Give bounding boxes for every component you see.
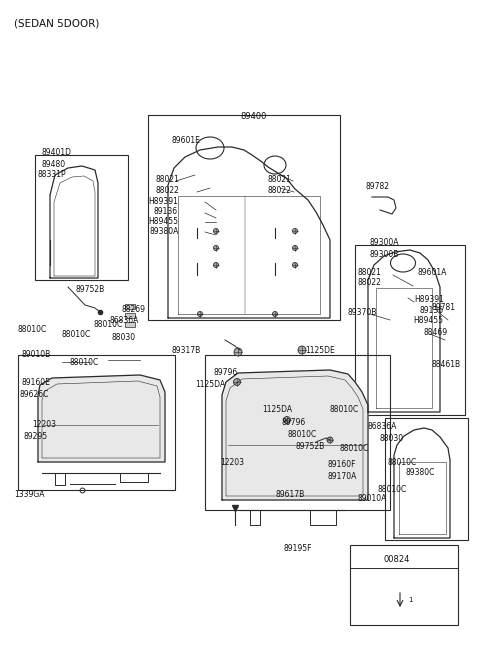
- Circle shape: [233, 379, 240, 386]
- Text: 89380A: 89380A: [150, 227, 180, 236]
- Text: 89400: 89400: [240, 112, 266, 121]
- Bar: [385, 418, 468, 540]
- Text: 88469: 88469: [424, 328, 448, 337]
- Text: 88010C: 88010C: [387, 458, 416, 467]
- Text: 88461B: 88461B: [432, 360, 461, 369]
- Text: 88269: 88269: [122, 305, 146, 314]
- Text: 89617B: 89617B: [276, 490, 305, 499]
- Text: 89160F: 89160F: [328, 460, 357, 469]
- Text: 89010B: 89010B: [22, 350, 51, 359]
- Circle shape: [292, 228, 298, 234]
- Circle shape: [292, 262, 298, 268]
- Text: 00824: 00824: [384, 555, 410, 564]
- Bar: [148, 115, 340, 320]
- Text: 86836A: 86836A: [367, 422, 396, 431]
- Text: 88022: 88022: [358, 278, 382, 287]
- Text: 88021: 88021: [155, 175, 179, 184]
- Circle shape: [298, 346, 306, 354]
- Circle shape: [234, 348, 242, 356]
- Bar: [205, 355, 390, 510]
- Text: 1125DA: 1125DA: [262, 405, 292, 414]
- Text: 88030: 88030: [112, 333, 136, 342]
- Text: 89796: 89796: [282, 418, 306, 427]
- Text: 88010C: 88010C: [18, 325, 47, 334]
- Text: 88010C: 88010C: [378, 485, 407, 494]
- Circle shape: [214, 262, 218, 268]
- Bar: [125, 321, 135, 327]
- Text: 88010C: 88010C: [62, 330, 91, 339]
- Text: 88022: 88022: [155, 186, 179, 195]
- Text: 89380C: 89380C: [406, 468, 435, 477]
- Text: 1339GA: 1339GA: [14, 490, 45, 499]
- Text: H89455: H89455: [413, 316, 443, 325]
- Circle shape: [214, 228, 218, 234]
- Circle shape: [273, 312, 277, 316]
- Bar: [125, 312, 135, 318]
- Text: 1125DA: 1125DA: [195, 380, 225, 389]
- Text: 89480: 89480: [42, 160, 66, 169]
- Circle shape: [197, 312, 203, 316]
- Text: (SEDAN 5DOOR): (SEDAN 5DOOR): [14, 18, 99, 28]
- Bar: [350, 545, 458, 625]
- Text: 1: 1: [408, 597, 412, 603]
- Text: 89370B: 89370B: [348, 308, 377, 317]
- Text: 88030: 88030: [380, 434, 404, 443]
- Text: 89170A: 89170A: [328, 472, 358, 481]
- Bar: [125, 304, 135, 308]
- Circle shape: [327, 437, 333, 443]
- Text: 89796: 89796: [214, 368, 238, 377]
- Text: 89781: 89781: [432, 303, 456, 312]
- Circle shape: [284, 417, 290, 424]
- Text: 89317B: 89317B: [172, 346, 201, 355]
- Text: 12203: 12203: [220, 458, 244, 467]
- Text: 89195F: 89195F: [283, 544, 312, 553]
- Text: 89626C: 89626C: [20, 390, 49, 399]
- Circle shape: [214, 245, 218, 251]
- Text: 89300A: 89300A: [370, 238, 399, 247]
- Text: 88010C: 88010C: [94, 320, 123, 329]
- Text: 88331P: 88331P: [38, 170, 67, 179]
- Text: 89136: 89136: [154, 207, 178, 216]
- Text: 89752B: 89752B: [75, 285, 104, 294]
- Text: 89601E: 89601E: [172, 136, 201, 145]
- Bar: [18, 355, 175, 490]
- Text: 88010C: 88010C: [330, 405, 359, 414]
- Text: 89136: 89136: [420, 306, 444, 315]
- Text: 88010C: 88010C: [288, 430, 317, 439]
- Bar: [355, 245, 465, 415]
- Text: 88021: 88021: [358, 268, 382, 277]
- Text: 12203: 12203: [32, 420, 56, 429]
- Text: 1125DE: 1125DE: [305, 346, 335, 355]
- Text: 88010C: 88010C: [340, 444, 369, 453]
- Circle shape: [292, 245, 298, 251]
- Text: H89455: H89455: [148, 217, 178, 226]
- Text: 89160E: 89160E: [22, 378, 51, 387]
- Text: 89401D: 89401D: [42, 148, 72, 157]
- Text: 89601A: 89601A: [418, 268, 447, 277]
- Text: 89295: 89295: [24, 432, 48, 441]
- Text: 89010A: 89010A: [358, 494, 387, 503]
- Text: 89782: 89782: [365, 182, 389, 191]
- Text: H89391: H89391: [414, 295, 444, 304]
- Text: 86836A: 86836A: [110, 316, 139, 325]
- Text: 88010C: 88010C: [70, 358, 99, 367]
- Text: H89391: H89391: [148, 197, 178, 206]
- Text: 88021: 88021: [268, 175, 292, 184]
- Bar: [35, 155, 128, 280]
- Polygon shape: [38, 375, 165, 462]
- Text: 89752B: 89752B: [296, 442, 325, 451]
- Text: 88022: 88022: [268, 186, 292, 195]
- Polygon shape: [222, 370, 368, 500]
- Text: 89300B: 89300B: [370, 250, 399, 259]
